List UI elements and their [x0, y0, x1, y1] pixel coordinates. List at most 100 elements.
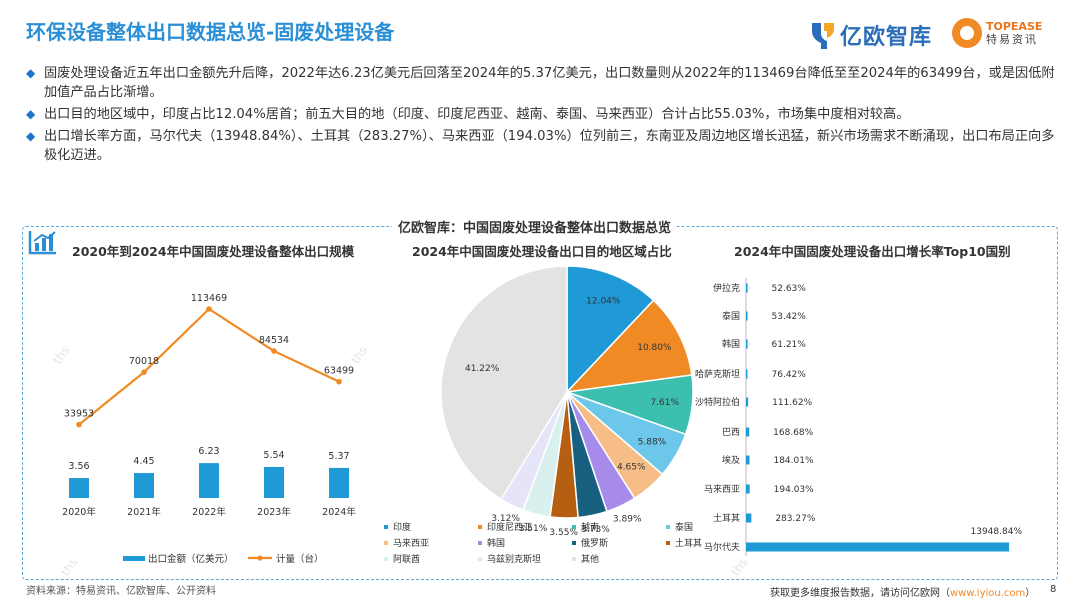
bar-value-label: 168.68%: [773, 428, 813, 438]
y-tick-label: 马来西亚: [704, 484, 740, 495]
pie-value-label: 41.22%: [465, 364, 500, 374]
summary-bullet: ◆ 出口目的地区域中，印度占比12.04%居首；前五大目的地（印度、印度尼西亚、越…: [26, 107, 910, 122]
bar-value-label: 13948.84%: [971, 527, 1023, 537]
bar-value-label: 61.21%: [772, 340, 807, 350]
legend-label: 越南: [581, 521, 599, 533]
page-title: 环保设备整体出口数据总览-固废处理设备: [26, 20, 395, 44]
pie-value-label: 3.55%: [549, 528, 578, 538]
x-tick-label: 2020年: [62, 506, 96, 518]
legend-swatch: [666, 525, 670, 529]
iyiou-logo-text: 亿欧智库: [840, 25, 933, 50]
bar-value-label: 5.54: [263, 450, 284, 461]
bar: [69, 478, 89, 498]
legend-swatch: [257, 555, 263, 561]
bar: [746, 283, 748, 293]
more-info-note: 获取更多维度报告数据，请访问亿欧网（www.iyiou.com）: [770, 588, 1036, 599]
legend-label: 印度尼西亚: [487, 521, 532, 533]
topease-logo-text-cn: 特易资讯: [986, 33, 1038, 46]
x-tick-label: 2023年: [257, 506, 291, 518]
x-tick-label: 2021年: [127, 506, 161, 518]
legend-label: 泰国: [675, 521, 693, 533]
bar: [746, 311, 748, 321]
chart1-title: 2020年到2024年中国固废处理设备整体出口规模: [72, 244, 355, 259]
legend-swatch: [384, 525, 388, 529]
topease-logo: TOPEASE 特易资讯: [952, 18, 1042, 48]
y-tick-label: 伊拉克: [713, 282, 740, 294]
bar-value-label: 111.62%: [772, 398, 812, 408]
summary-bullet: ◆ 固废处理设备近五年出口金额先升后降，2022年达6.23亿美元后回落至2024…: [26, 66, 1055, 100]
legend-swatch: [572, 525, 576, 529]
x-tick-label: 2022年: [192, 506, 226, 518]
diamond-bullet-icon: ◆: [26, 107, 36, 121]
chart3-title: 2024年中国固废处理设备出口增长率Top10国别: [734, 244, 1011, 259]
panel-title: 亿欧智库：中国固废处理设备整体出口数据总览: [392, 217, 678, 236]
bar: [746, 513, 752, 523]
bar: [746, 542, 1010, 552]
legend-label: 土耳其: [675, 537, 702, 549]
bar-value-label: 53.42%: [772, 312, 807, 322]
bar-value-label: 6.23: [198, 446, 219, 457]
y-tick-label: 埃及: [722, 454, 740, 466]
y-tick-label: 韩国: [722, 338, 740, 350]
legend-swatch: [478, 541, 482, 545]
bar-value-label: 5.37: [328, 451, 349, 462]
x-tick-label: 2024年: [322, 506, 356, 518]
bar: [746, 427, 750, 437]
bar-value-label: 76.42%: [772, 370, 807, 380]
legend-swatch: [478, 557, 482, 561]
legend-label: 韩国: [487, 537, 505, 549]
source-note: 资料来源：特易资讯、亿欧智库、公开资料: [26, 586, 216, 597]
diamond-bullet-icon: ◆: [26, 66, 36, 80]
line-value-label: 84534: [259, 335, 289, 346]
line-value-label: 70018: [129, 356, 159, 367]
line-series: [78, 307, 340, 426]
legend-label: 印度: [393, 521, 411, 533]
line-point: [76, 421, 82, 428]
legend-swatch: [123, 556, 145, 561]
y-tick-label: 土耳其: [713, 512, 740, 524]
legend-swatch: [666, 541, 670, 545]
pie-slice: [564, 299, 693, 394]
bar-value-label: 52.63%: [772, 284, 807, 294]
y-tick-label: 沙特阿拉伯: [695, 396, 740, 408]
bar-value-label: 4.45: [133, 456, 154, 467]
legend-swatch: [572, 541, 576, 545]
pie-value-label: 5.88%: [638, 437, 667, 447]
bar: [746, 339, 748, 349]
bar-value-label: 194.03%: [774, 485, 814, 495]
bar-value-label: 3.56: [68, 461, 89, 472]
page-number: 8: [1050, 584, 1057, 595]
pie-slice: [566, 265, 655, 394]
pie-value-label: 3.89%: [613, 514, 642, 524]
bar: [746, 397, 749, 407]
iyiou-link[interactable]: www.iyiou.com: [950, 588, 1026, 599]
line-point: [141, 369, 147, 375]
bar: [746, 455, 750, 465]
summary-bullets: ◆ 固废处理设备近五年出口金额先升后降，2022年达6.23亿美元后回落至2024…: [26, 64, 1066, 168]
y-tick-label: 泰国: [722, 310, 740, 322]
topease-mark-icon: [952, 18, 982, 48]
pie-value-label: 10.80%: [637, 343, 672, 353]
legend-label: 出口金额（亿美元）: [148, 553, 234, 565]
iyiou-mark-icon: [812, 23, 834, 49]
summary-bullet: ◆ 出口增长率方面，马尔代夫（13948.84%）、土耳其（283.27%）、马来…: [26, 129, 1055, 163]
bar: [329, 467, 349, 498]
pie-value-label: 3.12%: [491, 514, 520, 524]
legend-label: 阿联酋: [393, 553, 420, 565]
pie-value-label: 12.04%: [586, 297, 621, 307]
legend-label: 马来西亚: [393, 538, 429, 549]
bar: [264, 466, 284, 498]
bar-chart-icon: [28, 231, 56, 255]
y-tick-label: 巴西: [722, 427, 740, 438]
pie-slice: [440, 265, 568, 501]
bar: [746, 369, 748, 379]
legend-swatch: [572, 557, 576, 561]
bar: [746, 484, 750, 494]
bar-value-label: 184.01%: [773, 456, 813, 466]
line-value-label: 63499: [324, 366, 354, 377]
y-tick-label: 哈萨克斯坦: [695, 368, 740, 380]
topease-logo-text-en: TOPEASE: [986, 20, 1043, 33]
line-point: [271, 348, 277, 354]
legend-swatch: [478, 525, 482, 529]
